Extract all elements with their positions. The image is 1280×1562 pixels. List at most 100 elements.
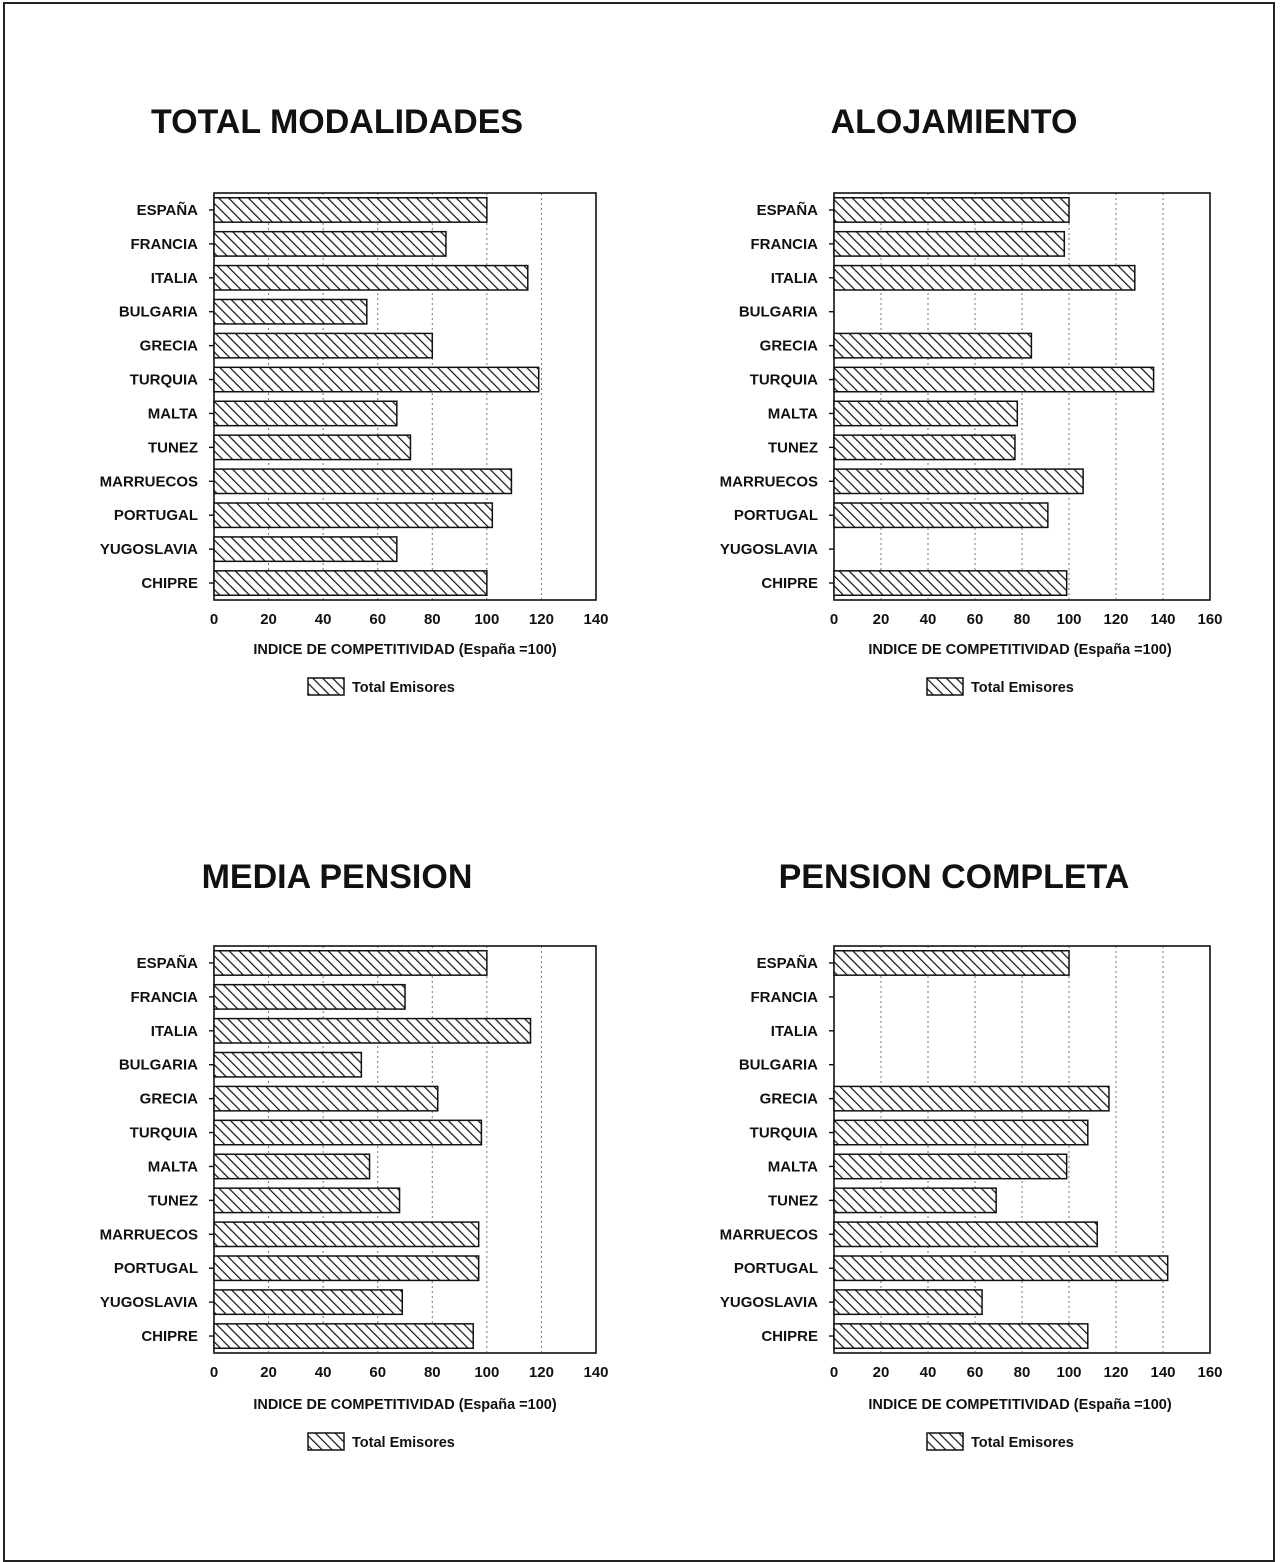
- plot-frame: [213, 192, 597, 601]
- category-label: GRECIA: [140, 338, 199, 355]
- category-label: TURQUIA: [750, 1125, 818, 1142]
- bar: [833, 949, 1070, 976]
- plot-frame: [213, 945, 597, 1354]
- category-label: MALTA: [768, 405, 818, 422]
- legend-label: Total Emisores: [971, 680, 1074, 696]
- bar: [833, 332, 1033, 359]
- bar: [213, 502, 494, 529]
- x-tick-label: 140: [583, 1364, 608, 1381]
- category-label: MARRUECOS: [100, 1226, 198, 1243]
- bar: [833, 264, 1136, 291]
- chart-2: MEDIA PENSION 0 20 40 60 80 100 120 140 ESPAÑA FRA…: [100, 858, 609, 1451]
- category-label: FRANCIA: [131, 989, 199, 1006]
- category-label: GRECIA: [760, 338, 819, 355]
- bar: [213, 983, 406, 1010]
- category-label: TUNEZ: [768, 1192, 818, 1209]
- category-label: ESPAÑA: [757, 954, 819, 972]
- category-label: BULGARIA: [119, 1057, 198, 1074]
- x-axis-label: INDICE DE COMPETITIVIDAD (España =100): [868, 642, 1172, 658]
- x-tick-label: 40: [315, 611, 332, 628]
- category-label: MARRUECOS: [720, 1226, 818, 1243]
- bar: [833, 434, 1016, 461]
- legend-swatch: [926, 1432, 964, 1451]
- x-tick-label: 20: [260, 1364, 277, 1381]
- bar: [213, 332, 434, 359]
- x-tick-label: 100: [474, 1364, 499, 1381]
- category-label: FRANCIA: [131, 236, 199, 253]
- bar: [213, 1153, 371, 1180]
- category-label: ITALIA: [151, 270, 198, 287]
- chart-title: MEDIA PENSION: [202, 858, 473, 896]
- x-axis-label: INDICE DE COMPETITIVIDAD (España =100): [253, 642, 557, 658]
- category-label: ITALIA: [151, 1023, 198, 1040]
- bar: [213, 1221, 480, 1248]
- category-label: BULGARIA: [739, 304, 818, 321]
- category-label: CHIPRE: [141, 575, 198, 592]
- bar: [833, 1289, 983, 1316]
- bar: [833, 196, 1070, 223]
- x-tick-label: 120: [529, 611, 554, 628]
- legend-label: Total Emisores: [352, 1435, 455, 1451]
- plot-frame: [833, 945, 1211, 1354]
- bar: [213, 1187, 401, 1214]
- bar: [833, 570, 1068, 597]
- bar: [213, 230, 447, 257]
- legend-swatch: [307, 677, 345, 696]
- category-label: ESPAÑA: [137, 201, 199, 219]
- bar: [833, 366, 1155, 393]
- legend-label: Total Emisores: [971, 1435, 1074, 1451]
- x-tick-label: 60: [369, 1364, 386, 1381]
- bar: [213, 1017, 532, 1044]
- chart-title: PENSION COMPLETA: [779, 858, 1130, 896]
- bar: [213, 1289, 404, 1316]
- x-tick-label: 140: [1150, 611, 1175, 628]
- x-tick-label: 100: [1056, 611, 1081, 628]
- bar: [213, 1119, 483, 1146]
- category-label: PORTUGAL: [114, 1260, 198, 1277]
- x-tick-label: 80: [424, 611, 441, 628]
- x-tick-label: 120: [529, 1364, 554, 1381]
- chart-title: TOTAL MODALIDADES: [151, 103, 523, 141]
- category-label: ESPAÑA: [137, 954, 199, 972]
- category-label: TUNEZ: [148, 1192, 198, 1209]
- category-label: TUNEZ: [148, 439, 198, 456]
- bar: [213, 1323, 474, 1350]
- bar: [833, 502, 1049, 529]
- x-tick-label: 0: [830, 1364, 838, 1381]
- category-label: CHIPRE: [761, 1328, 818, 1345]
- legend-swatch: [307, 1432, 345, 1451]
- category-label: TURQUIA: [750, 372, 818, 389]
- category-label: TUNEZ: [768, 439, 818, 456]
- category-label: FRANCIA: [751, 989, 819, 1006]
- bar: [213, 949, 488, 976]
- chart-title: ALOJAMIENTO: [831, 103, 1078, 141]
- category-label: GRECIA: [760, 1091, 819, 1108]
- bar: [213, 196, 488, 223]
- x-tick-label: 140: [583, 611, 608, 628]
- x-tick-label: 20: [873, 1364, 890, 1381]
- category-label: MARRUECOS: [720, 473, 818, 490]
- category-label: GRECIA: [140, 1091, 199, 1108]
- bar: [833, 400, 1019, 427]
- x-tick-label: 80: [1014, 611, 1031, 628]
- category-label: ITALIA: [771, 270, 818, 287]
- x-tick-label: 40: [315, 1364, 332, 1381]
- category-label: FRANCIA: [751, 236, 819, 253]
- bar: [833, 1153, 1068, 1180]
- category-label: YUGOSLAVIA: [100, 1294, 198, 1311]
- legend-label: Total Emisores: [352, 680, 455, 696]
- x-tick-label: 0: [210, 611, 218, 628]
- x-tick-label: 140: [1150, 1364, 1175, 1381]
- bar: [213, 1051, 363, 1078]
- x-tick-label: 100: [1056, 1364, 1081, 1381]
- x-tick-label: 0: [210, 1364, 218, 1381]
- category-label: PORTUGAL: [114, 507, 198, 524]
- bar: [213, 468, 513, 495]
- chart-1: ALOJAMIENTO 0 20 40 60 80 100 120 140 160 ESPAÑA FR…: [720, 103, 1223, 696]
- bar: [213, 1085, 439, 1112]
- category-label: MALTA: [148, 405, 198, 422]
- bar: [213, 1255, 480, 1282]
- bar: [833, 230, 1066, 257]
